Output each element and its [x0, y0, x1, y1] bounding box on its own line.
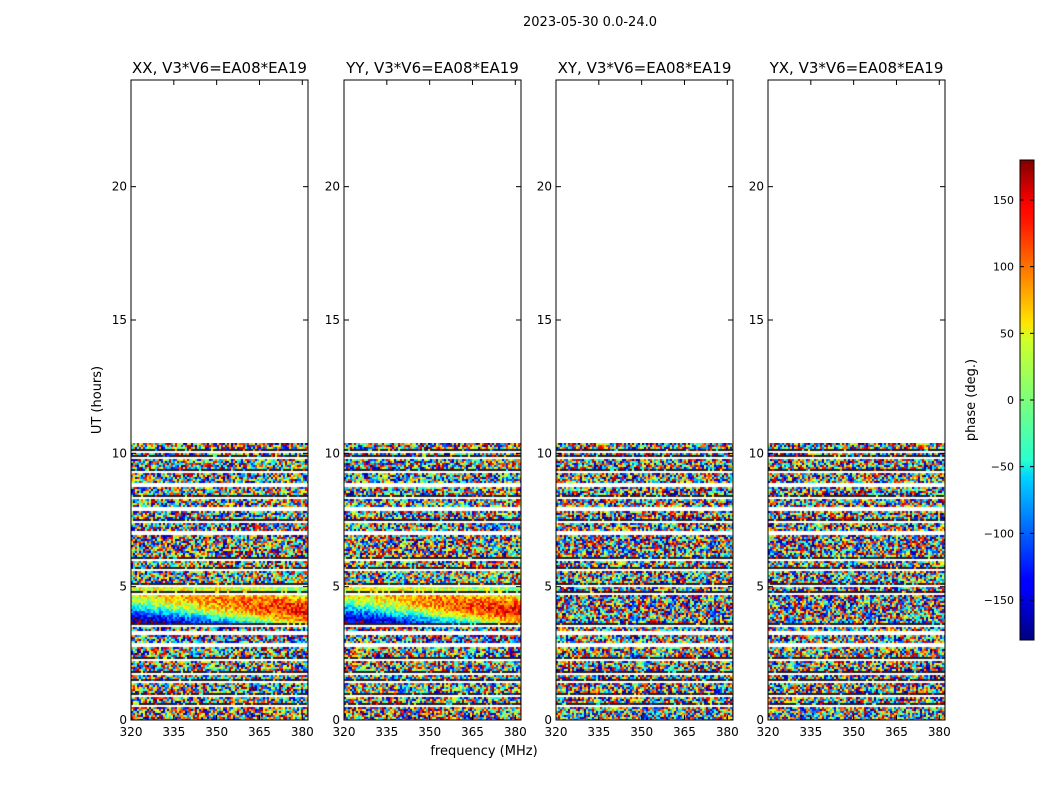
- colorbar: 150 100 50 0 −50 −100 −150 phase (deg.): [964, 159, 1035, 641]
- x-tick-label: 335: [375, 725, 398, 739]
- y-tick-label: 0: [756, 713, 764, 727]
- x-tick-label: 335: [162, 725, 185, 739]
- y-tick-label: 5: [756, 580, 764, 594]
- y-tick-label: 0: [119, 713, 127, 727]
- y-tick-label: 5: [332, 580, 340, 594]
- y-tick-label: 5: [119, 580, 127, 594]
- y-tick-label: 10: [112, 446, 127, 460]
- y-tick-label: 15: [537, 313, 552, 327]
- axes-frame: [767, 79, 946, 721]
- x-tick-label: 350: [842, 725, 865, 739]
- colorbar-label: phase (deg.): [964, 359, 979, 441]
- axes-frame: [343, 79, 522, 721]
- panel-xx: 320 335 350 365 380 0 5 10 15 20 XX, V3*V6=EA08*EA…: [90, 59, 314, 739]
- heatmap-image: [131, 442, 308, 720]
- x-tick-label: 320: [333, 725, 356, 739]
- x-tick-label: 335: [587, 725, 610, 739]
- colorbar-tick-label: −100: [984, 527, 1014, 540]
- heatmap-canvas: [556, 442, 733, 720]
- heatmap-canvas: [344, 442, 521, 720]
- panel-title: YY, V3*V6=EA08*EA19: [345, 59, 519, 77]
- axes-frame: [555, 79, 734, 721]
- x-tick-label: 365: [461, 725, 484, 739]
- x-tick-label: 350: [418, 725, 441, 739]
- y-tick-label: 20: [749, 180, 764, 194]
- panel-xy: 320 335 350 365 380 0 5 10 15 20 XY, V3*V6=EA08*EA…: [537, 59, 739, 739]
- panel-title: YX, V3*V6=EA08*EA19: [769, 59, 944, 77]
- colorbar-tick-label: 100: [993, 261, 1014, 274]
- y-tick-label: 15: [749, 313, 764, 327]
- x-tick-label: 320: [545, 725, 568, 739]
- x-tick-label: 380: [716, 725, 739, 739]
- panels: 320 335 350 365 380 0 5 10 15 20 XX, V3*V6=EA08*EA…: [90, 59, 951, 759]
- y-tick-label: 20: [112, 180, 127, 194]
- colorbar-tick-label: 0: [1007, 394, 1014, 407]
- x-tick-label: 365: [885, 725, 908, 739]
- y-tick-label: 15: [325, 313, 340, 327]
- x-tick-label: 335: [799, 725, 822, 739]
- y-tick-label: 10: [749, 446, 764, 460]
- panel-yy: 320 335 350 365 380 0 5 10 15 20 YY, V3*V6=EA08*EA…: [325, 59, 538, 759]
- x-tick-label: 380: [291, 725, 314, 739]
- x-tick-label: 380: [504, 725, 527, 739]
- x-tick-label: 350: [205, 725, 228, 739]
- y-tick-label: 10: [325, 446, 340, 460]
- colorbar-tick-label: 50: [1000, 327, 1014, 340]
- panel-title: XX, V3*V6=EA08*EA19: [132, 59, 307, 77]
- colorbar-tick-label: 150: [993, 194, 1014, 207]
- y-tick-label: 10: [537, 446, 552, 460]
- y-tick-label: 5: [544, 580, 552, 594]
- x-tick-label: 380: [928, 725, 951, 739]
- panel-title: XY, V3*V6=EA08*EA19: [558, 59, 732, 77]
- x-tick-label: 320: [120, 725, 143, 739]
- y-tick-label: 0: [544, 713, 552, 727]
- x-tick-label: 350: [630, 725, 653, 739]
- heatmap-canvas: [768, 442, 945, 720]
- heatmap-image: [768, 442, 945, 720]
- y-tick-label: 0: [332, 713, 340, 727]
- heatmap-canvas: [131, 442, 308, 720]
- x-axis-label: frequency (MHz): [430, 744, 537, 759]
- heatmap-image: [556, 442, 733, 720]
- axes-frame: [130, 79, 309, 721]
- x-tick-label: 365: [248, 725, 271, 739]
- heatmap-image: [344, 442, 521, 720]
- panel-yx: 320 335 350 365 380 0 5 10 15 20 YX, V3*V6=EA08*EA…: [749, 59, 951, 739]
- colorbar-tick-label: −150: [984, 594, 1014, 607]
- figure-suptitle: 2023-05-30 0.0-24.0: [523, 15, 657, 30]
- y-tick-label: 15: [112, 313, 127, 327]
- x-tick-label: 365: [673, 725, 696, 739]
- y-axis-label: UT (hours): [90, 366, 105, 434]
- colorbar-tick-label: −50: [991, 461, 1014, 474]
- y-tick-label: 20: [325, 180, 340, 194]
- y-tick-label: 20: [537, 180, 552, 194]
- x-tick-label: 320: [757, 725, 780, 739]
- colorbar-ticks: 150 100 50 0 −50 −100 −150: [984, 194, 1034, 607]
